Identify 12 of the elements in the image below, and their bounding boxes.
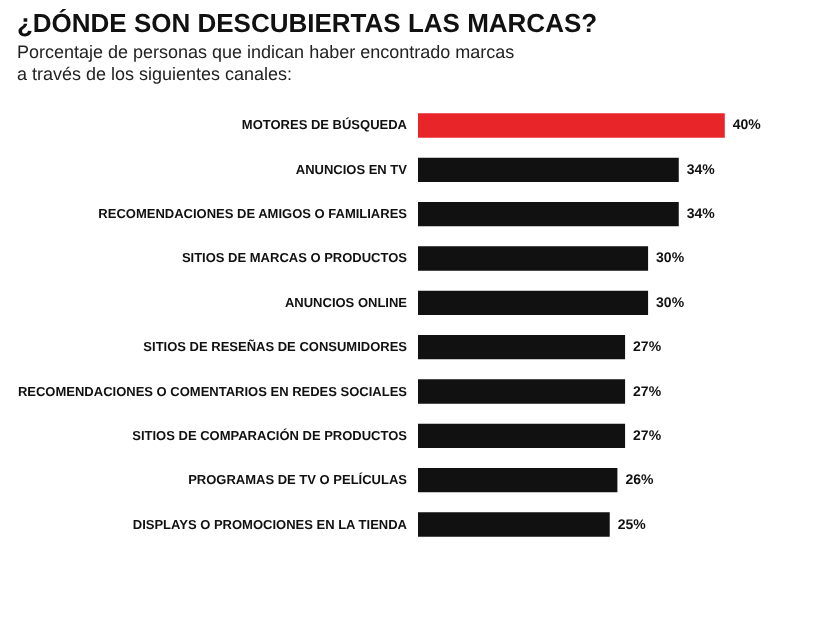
bar [418,334,626,360]
bar [418,113,725,138]
bar [418,157,679,183]
chart-title: ¿DÓNDE SON DESCUBIERTAS LAS MARCAS? [16,8,598,38]
bar [418,290,649,316]
bar [418,467,618,493]
bar [418,246,649,271]
bar [418,512,610,537]
text: Porcentaje de personas que indican haber encontrado marcas a través de los siguientes canales: [16,42,516,84]
bar [418,201,679,227]
bar [418,423,626,449]
bar [418,379,626,404]
